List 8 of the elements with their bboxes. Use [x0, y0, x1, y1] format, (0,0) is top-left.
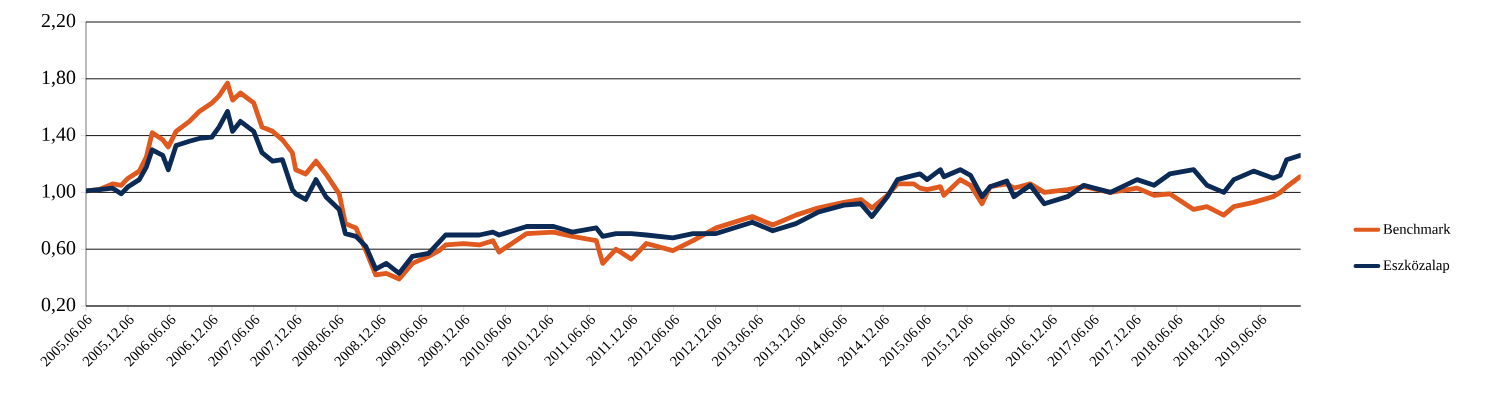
- y-tick-label: 1,80: [42, 70, 76, 87]
- y-tick-label: 0,60: [41, 241, 76, 258]
- y-tick-label: 1,40: [42, 127, 76, 144]
- y-tick-label: 1,00: [42, 184, 76, 201]
- legend-label: Eszközalap: [1383, 259, 1450, 274]
- y-tick-label: 0,20: [41, 297, 76, 315]
- legend-label: Benchmark: [1383, 223, 1451, 234]
- y-tick-label: 2,20: [41, 13, 76, 31]
